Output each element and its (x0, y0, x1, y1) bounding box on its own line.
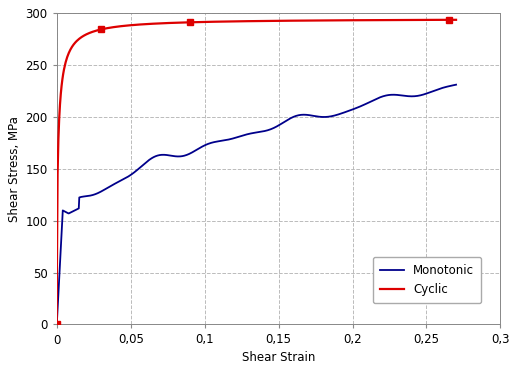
Monotonic (306, 113, 312, 117)
Monotonic (112, 182, 118, 186)
Monotonic (235, 135, 241, 139)
Cyclic (54, 322, 60, 327)
Cyclic (315, 18, 322, 23)
Legend: Monotonic, Cyclic: Monotonic, Cyclic (373, 257, 481, 303)
Line: Monotonic: Monotonic (57, 85, 456, 324)
Y-axis label: Shear Stress, MPa: Shear Stress, MPa (8, 116, 21, 222)
Monotonic (54, 322, 60, 327)
Monotonic (159, 153, 165, 157)
Cyclic (453, 17, 459, 22)
X-axis label: Shear Strain: Shear Strain (242, 351, 315, 364)
Cyclic (152, 21, 159, 26)
Monotonic (107, 184, 113, 189)
Cyclic (198, 20, 205, 24)
Cyclic (169, 21, 175, 25)
Cyclic (384, 18, 391, 22)
Cyclic (310, 18, 316, 23)
Monotonic (449, 83, 455, 88)
Monotonic (453, 83, 459, 87)
Line: Cyclic: Cyclic (57, 20, 456, 324)
